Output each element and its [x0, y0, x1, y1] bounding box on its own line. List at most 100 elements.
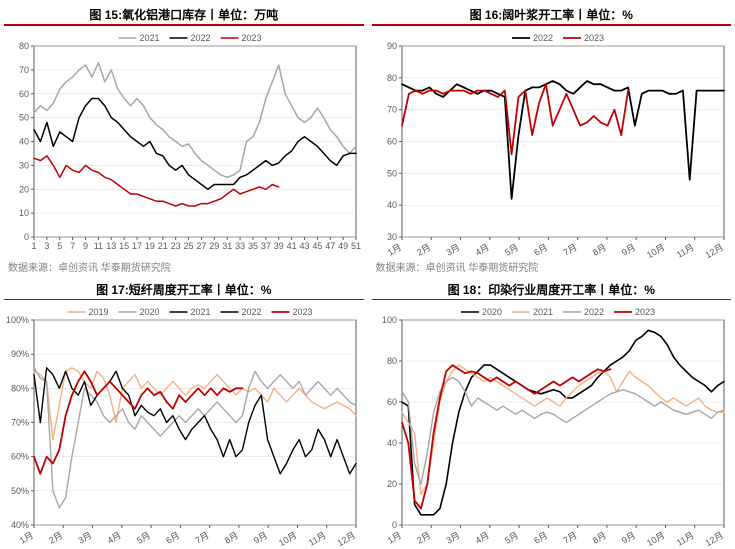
svg-text:60%: 60%: [11, 452, 29, 462]
svg-text:49: 49: [338, 241, 348, 251]
svg-text:3月: 3月: [444, 242, 461, 258]
chart-title: 图 15:氧化铝港口库存丨单位：万吨: [4, 6, 364, 24]
svg-text:80%: 80%: [11, 384, 29, 394]
svg-text:2021: 2021: [140, 33, 160, 43]
svg-text:30: 30: [19, 160, 29, 170]
svg-text:1月: 1月: [385, 242, 402, 258]
svg-text:2023: 2023: [584, 33, 604, 43]
svg-text:20: 20: [386, 479, 396, 489]
svg-text:7月: 7月: [561, 530, 578, 546]
svg-text:13: 13: [106, 241, 116, 251]
svg-text:50%: 50%: [11, 486, 29, 496]
svg-text:21: 21: [158, 241, 168, 251]
svg-text:2023: 2023: [635, 307, 655, 317]
svg-text:4月: 4月: [473, 242, 490, 258]
svg-text:5月: 5月: [135, 530, 152, 546]
svg-text:2020: 2020: [482, 307, 502, 317]
svg-text:11月: 11月: [674, 530, 695, 548]
svg-text:6月: 6月: [532, 530, 549, 546]
chart-panel-c17: 图 17:短纤周度开工率丨单位：%40%50%60%70%80%90%100%1…: [4, 281, 364, 549]
svg-text:2021: 2021: [533, 307, 553, 317]
chart-area: 304050607080901月2月3月4月5月6月7月8月9月10月11月12…: [372, 26, 732, 261]
svg-text:35: 35: [248, 241, 258, 251]
chart-area: 0102030405060708013579111315171921232527…: [4, 26, 364, 261]
svg-text:60: 60: [386, 136, 396, 146]
svg-text:51: 51: [351, 241, 361, 251]
svg-text:43: 43: [299, 241, 309, 251]
svg-text:2021: 2021: [191, 307, 211, 317]
svg-text:10月: 10月: [644, 242, 665, 260]
svg-text:37: 37: [261, 241, 271, 251]
svg-text:50: 50: [19, 113, 29, 123]
chart-title: 图 18：印染行业周度开工率丨单位：%: [372, 281, 732, 299]
svg-text:7月: 7月: [561, 242, 578, 258]
svg-text:2023: 2023: [242, 33, 262, 43]
data-source: 数据来源：卓创资讯 华泰期货研究院: [4, 261, 364, 275]
svg-text:10: 10: [19, 208, 29, 218]
svg-text:6月: 6月: [532, 242, 549, 258]
chart-title: 图 16:阔叶浆开工率丨单位：%: [372, 6, 732, 24]
svg-text:1: 1: [31, 241, 36, 251]
svg-text:2月: 2月: [47, 530, 64, 546]
svg-text:20: 20: [19, 184, 29, 194]
chart-area: 40%50%60%70%80%90%100%1月2月3月4月5月6月7月8月9月…: [4, 300, 364, 549]
svg-text:2023: 2023: [293, 307, 313, 317]
svg-text:100%: 100%: [6, 315, 29, 325]
svg-text:80: 80: [19, 41, 29, 51]
svg-text:0: 0: [24, 232, 29, 242]
svg-text:27: 27: [196, 241, 206, 251]
svg-text:8月: 8月: [590, 530, 607, 546]
source-label: 数据来源：: [8, 263, 58, 274]
svg-text:5月: 5月: [502, 530, 519, 546]
chart-area: 0204060801001月2月3月4月5月6月7月8月9月10月11月12月2…: [372, 300, 732, 549]
svg-text:2022: 2022: [242, 307, 262, 317]
svg-text:10月: 10月: [644, 530, 665, 548]
data-source: 数据来源：卓创资讯 华泰期货研究院: [372, 261, 732, 275]
svg-text:60: 60: [19, 89, 29, 99]
svg-text:12月: 12月: [703, 530, 724, 548]
svg-text:39: 39: [274, 241, 284, 251]
svg-text:15: 15: [119, 241, 129, 251]
svg-text:90%: 90%: [11, 350, 29, 360]
source-text: 卓创资讯 华泰期货研究院: [58, 263, 171, 274]
svg-text:40: 40: [386, 438, 396, 448]
svg-text:40%: 40%: [11, 520, 29, 530]
svg-text:0: 0: [391, 520, 396, 530]
svg-text:40: 40: [386, 200, 396, 210]
svg-text:11: 11: [94, 241, 103, 251]
svg-text:31: 31: [222, 241, 232, 251]
svg-text:9: 9: [83, 241, 88, 251]
svg-text:4月: 4月: [106, 530, 123, 546]
svg-text:33: 33: [235, 241, 245, 251]
svg-text:100: 100: [381, 315, 396, 325]
svg-text:3月: 3月: [444, 530, 461, 546]
source-text: 卓创资讯 华泰期货研究院: [426, 263, 539, 274]
svg-text:9月: 9月: [252, 530, 269, 546]
svg-text:30: 30: [386, 232, 396, 242]
svg-text:6月: 6月: [164, 530, 181, 546]
svg-text:5月: 5月: [502, 242, 519, 258]
svg-text:2019: 2019: [89, 307, 109, 317]
source-label: 数据来源：: [376, 263, 426, 274]
svg-text:11月: 11月: [307, 530, 328, 548]
svg-text:70: 70: [19, 65, 29, 75]
svg-text:1月: 1月: [385, 530, 402, 546]
svg-text:90: 90: [386, 41, 396, 51]
svg-text:2020: 2020: [140, 307, 160, 317]
svg-text:45: 45: [312, 241, 322, 251]
svg-text:40: 40: [19, 136, 29, 146]
svg-text:41: 41: [287, 241, 297, 251]
svg-text:4月: 4月: [473, 530, 490, 546]
svg-text:12月: 12月: [336, 530, 357, 548]
chart-panel-c16: 图 16:阔叶浆开工率丨单位：% 30 40 50 60 70 80 90 1月 2月 3月 4月 5月…: [372, 6, 732, 275]
svg-text:2月: 2月: [415, 242, 432, 258]
svg-text:47: 47: [325, 241, 335, 251]
svg-text:80: 80: [386, 73, 396, 83]
svg-text:3月: 3月: [76, 530, 93, 546]
svg-text:70: 70: [386, 105, 396, 115]
svg-text:50: 50: [386, 168, 396, 178]
svg-text:19: 19: [145, 241, 155, 251]
svg-text:25: 25: [184, 241, 194, 251]
svg-text:1月: 1月: [18, 530, 35, 546]
svg-text:60: 60: [386, 397, 396, 407]
